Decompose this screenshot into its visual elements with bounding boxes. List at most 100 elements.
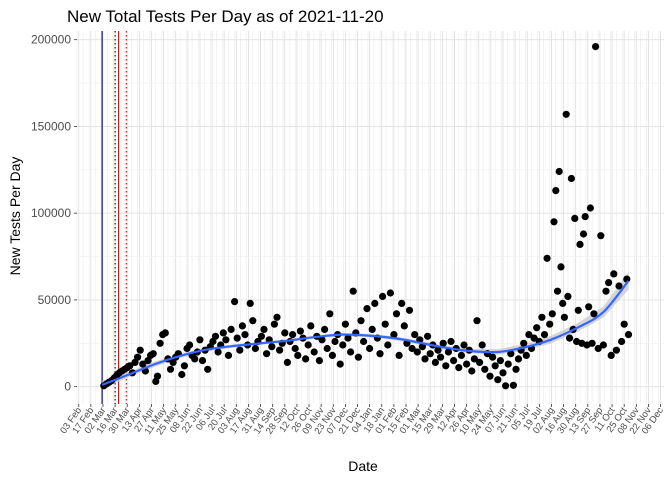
data-point [473,317,481,325]
data-point [481,365,489,373]
data-point [494,376,502,384]
data-point [559,299,567,307]
data-point [366,344,374,353]
data-point [347,348,355,356]
data-point [196,336,204,344]
data-point [426,350,434,358]
data-point [360,337,368,346]
data-point [581,213,589,221]
data-point [224,351,233,359]
data-point [543,254,551,262]
data-point [607,351,615,359]
data-point [376,350,384,358]
data-point [149,350,157,358]
data-point [344,334,352,342]
data-point [478,341,486,349]
data-point [156,339,164,347]
data-point [238,322,246,330]
data-point [502,382,510,390]
data-point [273,313,281,321]
data-point [304,341,312,349]
data-point [368,325,376,333]
data-point [574,306,582,314]
data-point [509,381,517,389]
data-point [139,360,147,368]
data-point [504,360,512,368]
data-point [514,355,523,363]
data-point [588,339,596,347]
data-point [437,353,445,361]
data-point [470,355,478,363]
data-point [341,320,349,328]
data-point [328,351,336,359]
data-point [390,331,398,339]
data-point [553,287,562,295]
data-point [499,369,507,377]
data-point [283,358,291,366]
data-point [463,360,471,368]
data-point [405,306,414,314]
data-point [605,279,613,287]
data-point [268,343,276,351]
data-point [339,341,347,349]
data-point [211,332,220,340]
data-point [323,344,331,353]
data-point [371,299,379,307]
data-point [166,365,175,373]
data-point [357,317,365,325]
data-point [222,336,230,344]
reference-lines [101,31,127,404]
data-point [579,230,588,238]
data-point [331,337,339,346]
data-point [136,346,144,354]
data-point [233,334,241,342]
data-point [424,332,432,340]
data-point [585,303,593,311]
data-point [214,348,222,356]
data-point [249,317,257,325]
data-point [379,292,387,300]
data-point [281,329,289,337]
data-point [507,350,515,358]
data-point [198,357,207,365]
data-point [612,346,621,354]
data-point [400,322,408,330]
data-point [512,365,520,373]
data-point [134,353,142,361]
data-point [560,313,569,321]
data-point [444,348,452,356]
data-point [597,232,605,240]
data-point [610,270,618,278]
data-point [418,343,426,351]
data-point [455,364,463,372]
data-point [161,329,169,337]
data-point [257,332,265,340]
data-point [546,320,554,328]
data-point [496,357,504,365]
data-point [296,327,304,335]
data-point [618,337,626,346]
data-point [468,367,476,375]
y-tick-label: 50000 [38,293,72,307]
data-point [260,325,268,333]
y-tick-label: 100000 [31,206,71,220]
data-points [100,43,633,390]
data-point [241,331,249,339]
data-point [442,362,450,370]
trend-line-path [101,280,630,386]
data-point [431,358,439,366]
data-point [571,214,579,222]
data-point [550,218,558,226]
x-axis-title: Date [348,458,378,474]
data-point [602,287,610,295]
data-point [421,355,429,363]
data-point [336,360,344,368]
data-point [538,313,546,321]
data-point [263,350,271,358]
data-point [599,341,608,349]
data-point [411,331,419,339]
y-axis: 0 50000 100000 150000 200000 [31,33,77,394]
data-point [457,351,465,359]
